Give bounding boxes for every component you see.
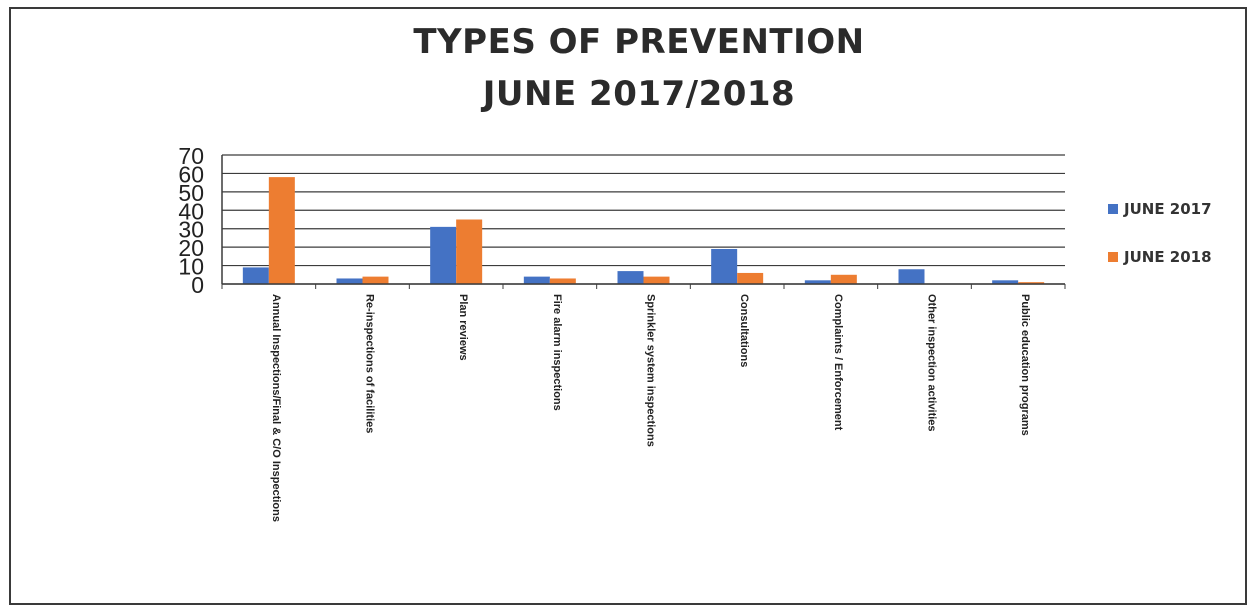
bar-june-2018: [362, 276, 389, 284]
legend-swatch-june-2018: [1108, 252, 1118, 262]
bar-june-2017: [804, 280, 831, 284]
bar-june-2017: [523, 276, 550, 284]
legend-label-june-2018: JUNE 2018: [1124, 248, 1212, 266]
legend-item-june-2017: JUNE 2017: [1108, 200, 1212, 218]
y-tick-label: 50: [178, 180, 204, 206]
y-tick-label: 10: [178, 254, 204, 280]
bar-june-2017: [430, 226, 457, 284]
category-label: Sprinkler system inspections: [645, 294, 657, 447]
bar-june-2017: [242, 267, 269, 284]
bar-june-2018: [643, 276, 670, 284]
category-label: Complaints / Enforcement: [832, 294, 844, 431]
category-label: Plan reviews: [457, 294, 469, 361]
bar-june-2017: [898, 269, 925, 284]
legend-label-june-2017: JUNE 2017: [1124, 200, 1212, 218]
y-tick-label: 60: [178, 161, 204, 187]
bar-june-2018: [830, 274, 857, 284]
bar-june-2018: [737, 272, 764, 284]
category-label: Consultations: [738, 294, 750, 367]
bar-june-2018: [456, 219, 483, 284]
y-tick-label: 40: [178, 198, 204, 224]
bar-june-2017: [711, 248, 738, 284]
bar-june-2018: [549, 278, 576, 284]
y-tick-label: 30: [178, 217, 204, 243]
bar-june-2018: [268, 177, 295, 284]
bar-june-2017: [336, 278, 363, 284]
category-label: Fire alarm inspections: [551, 294, 563, 411]
bar-june-2018: [1018, 282, 1045, 284]
category-label: Other inspection activities: [926, 294, 938, 432]
y-tick-label: 70: [178, 143, 204, 169]
y-tick-label: 20: [178, 235, 204, 261]
chart-frame: [9, 7, 1247, 605]
legend-item-june-2018: JUNE 2018: [1108, 248, 1212, 266]
chart-title-line-1: TYPES OF PREVENTION: [413, 22, 865, 62]
chart-title-line-2: JUNE 2017/2018: [482, 74, 796, 114]
bar-june-2017: [992, 280, 1019, 284]
y-tick-label: 0: [191, 272, 204, 298]
bar-june-2017: [617, 271, 644, 284]
category-label: Annual Inspections/Final & C/O Inspectio…: [270, 294, 282, 522]
category-label: Re-inspections of facilities: [364, 294, 376, 433]
legend-swatch-june-2017: [1108, 204, 1118, 214]
category-label: Public education programs: [1019, 294, 1031, 436]
